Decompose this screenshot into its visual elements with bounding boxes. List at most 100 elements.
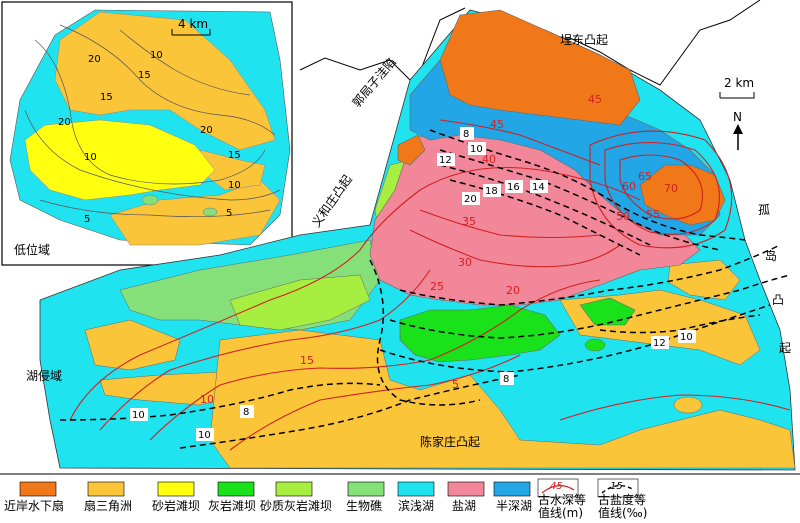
inset-fan-delta-south xyxy=(109,179,281,246)
salinity-label-box: 14 xyxy=(530,180,548,193)
svg-text:10: 10 xyxy=(198,430,211,441)
svg-text:盐湖: 盐湖 xyxy=(452,498,476,513)
depth-label: 40 xyxy=(482,153,496,166)
inset-contour-label: 5 xyxy=(84,214,90,225)
depth-labels: 45 40 35 30 25 20 15 10 5 45 50 55 60 65… xyxy=(200,93,678,406)
inset-contour-label: 10 xyxy=(84,152,97,163)
svg-text:近岸水下扇: 近岸水下扇 xyxy=(4,498,64,513)
legend-item-limestone-bar: 灰岩滩坝 xyxy=(208,481,256,513)
svg-text:灰岩滩坝: 灰岩滩坝 xyxy=(208,498,256,513)
boundary-line-northeast xyxy=(544,0,761,86)
place-label-gudao-2: 岛 xyxy=(765,248,777,263)
salinity-label-box: 18 xyxy=(483,184,501,197)
near-shore-fan-west xyxy=(397,134,426,166)
salinity-label-box: 12 xyxy=(437,153,455,166)
main-map: 45 40 35 30 25 20 15 10 5 45 50 55 60 65… xyxy=(26,0,796,471)
limestone-bar-central xyxy=(399,304,561,363)
inset-sandstone-bar xyxy=(24,119,216,201)
north-arrow: N xyxy=(733,110,743,150)
inset-scale-label: 4 km xyxy=(178,17,208,31)
salinity-label-box: 12 xyxy=(651,336,669,349)
inset-contour-label: 20 xyxy=(88,54,101,65)
depth-label: 15 xyxy=(300,354,314,367)
svg-text:扇三角洲: 扇三角洲 xyxy=(84,498,132,513)
svg-text:砂质灰岩滩坝: 砂质灰岩滩坝 xyxy=(260,498,332,513)
fan-delta-east-island xyxy=(673,396,703,414)
svg-text:20: 20 xyxy=(464,194,477,205)
inset-contour-label: 15 xyxy=(228,150,241,161)
depth-label: 45 xyxy=(490,118,504,131)
svg-text:15: 15 xyxy=(610,481,623,492)
inset-contour-label: 20 xyxy=(200,125,213,136)
svg-text:生物礁: 生物礁 xyxy=(346,498,382,513)
depth-label: 20 xyxy=(506,284,520,297)
fan-delta-west-1 xyxy=(84,319,181,371)
salinity-label-box: 10 xyxy=(468,142,486,155)
depth-label: 60 xyxy=(622,180,636,193)
svg-text:8: 8 xyxy=(243,407,249,418)
svg-text:10: 10 xyxy=(132,410,145,421)
salinity-label-box: 8 xyxy=(460,127,474,140)
salinity-label-box: 20 xyxy=(462,192,480,205)
legend-item-sandstone-bar: 砂岩滩坝 xyxy=(152,481,200,513)
depth-label: 35 xyxy=(462,215,476,228)
svg-text:45: 45 xyxy=(550,481,563,492)
inset-bioherm-2 xyxy=(202,207,218,217)
salinity-labels: 8 10 12 18 16 14 20 10 12 8 10 8 10 xyxy=(130,127,696,441)
place-label-gudao-1: 孤 xyxy=(758,203,770,217)
legend: 近岸水下扇 扇三角洲 砂岩滩坝 灰岩滩坝 砂质灰岩滩坝 生物礁 滨浅湖 盐湖 xyxy=(0,473,800,520)
place-label-chenjiazhuang-uplift: 陈家庄凸起 xyxy=(420,434,480,449)
legend-item-water-depth-contour: 45 古水深等 值线(m) xyxy=(537,478,586,520)
depth-label: 25 xyxy=(430,280,444,293)
main-scale-label: 2 km xyxy=(724,76,754,90)
salinity-label-box: 10 xyxy=(678,330,696,343)
inset-contours xyxy=(24,24,281,218)
svg-text:砂岩滩坝: 砂岩滩坝 xyxy=(152,498,200,513)
limestone-bar-spot xyxy=(584,338,606,352)
salinity-label-box: 10 xyxy=(196,428,214,441)
svg-text:滨浅湖: 滨浅湖 xyxy=(398,498,434,513)
svg-text:古水深等: 古水深等 xyxy=(538,492,586,507)
inset-contour-label: 10 xyxy=(150,50,163,61)
inset-scale-bar: 4 km xyxy=(171,17,211,36)
svg-text:12: 12 xyxy=(439,155,452,166)
main-scale-bar: 2 km xyxy=(719,76,755,99)
salinity-label-box: 10 xyxy=(130,408,148,421)
salinity-label-box: 16 xyxy=(505,180,523,193)
legend-item-fan-delta: 扇三角洲 xyxy=(84,481,132,513)
water-depth-contours xyxy=(69,119,791,451)
depth-label: 30 xyxy=(458,256,472,269)
legend-item-near-shore-fan: 近岸水下扇 xyxy=(4,481,64,513)
depth-label: 55 xyxy=(646,208,660,221)
svg-text:值线(m): 值线(m) xyxy=(538,505,583,519)
svg-text:10: 10 xyxy=(680,332,693,343)
inset-contour-label: 15 xyxy=(138,70,151,81)
svg-text:10: 10 xyxy=(470,144,483,155)
place-label-yihezhuang-uplift: 义和庄凸起 xyxy=(308,172,355,230)
place-label-gudao-3: 凸 xyxy=(772,293,784,307)
inset-bioherm-1 xyxy=(141,194,159,206)
legend-item-semi-deep-lake: 半深湖 xyxy=(493,481,532,513)
place-label-guojuzi-depression: 郭局子洼陷 xyxy=(349,54,399,110)
legend-item-sandy-limestone-bar: 砂质灰岩滩坝 xyxy=(260,481,332,513)
svg-text:半深湖: 半深湖 xyxy=(496,498,532,513)
salinity-contours xyxy=(59,129,791,449)
svg-text:16: 16 xyxy=(507,182,520,193)
inset-contour-label: 15 xyxy=(100,92,113,103)
depth-label: 70 xyxy=(664,182,678,195)
legend-item-shallow-lake: 滨浅湖 xyxy=(397,481,435,513)
fan-delta-south xyxy=(209,329,796,469)
inset-contour-label: 5 xyxy=(226,208,232,219)
svg-text:18: 18 xyxy=(485,186,498,197)
depth-label: 10 xyxy=(200,393,214,406)
place-label-lake-invasion: 湖侵域 xyxy=(26,368,62,383)
inset-region-label: 低位域 xyxy=(14,242,50,257)
place-label-chengdong-uplift: 埕东凸起 xyxy=(560,33,608,47)
place-label-gudao-4: 起 xyxy=(779,341,791,355)
svg-text:12: 12 xyxy=(653,338,666,349)
svg-text:值线(‰): 值线(‰) xyxy=(598,505,647,519)
depth-label: 50 xyxy=(616,210,630,223)
legend-item-salt-lake: 盐湖 xyxy=(447,481,485,513)
inset-contour-labels: 20 10 15 15 20 10 15 20 10 5 5 xyxy=(58,50,241,225)
